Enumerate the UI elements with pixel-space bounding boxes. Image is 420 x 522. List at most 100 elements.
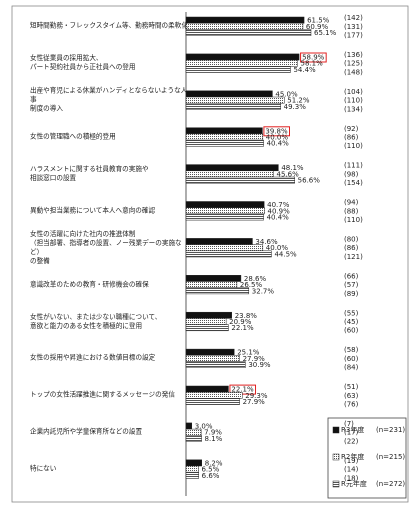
value-label: 27.9% [243,398,266,406]
category-label: 女性の管理職への積極的登用 [30,132,116,141]
bar [185,139,264,147]
value-label: 40.4% [267,140,290,148]
value-label: 3.0% [195,423,213,431]
legend-swatch [332,426,340,434]
legend-n: (n=231) [376,426,405,434]
bar [185,471,199,479]
highlight-box [263,126,291,137]
highlight-box [229,384,257,395]
count-label: (76) [344,401,359,409]
count-label: (22) [344,437,359,445]
bar [185,244,264,252]
value-label: 26.5% [240,281,263,289]
value-label: 25.1% [237,349,260,357]
count-label: (86) [344,244,359,252]
bar [185,324,229,332]
count-label: (7) [344,420,354,428]
count-label: (142) [344,14,363,22]
bar [185,281,238,288]
bar [185,207,265,215]
bar [185,66,291,73]
bar [185,133,264,141]
count-label: (88) [344,207,359,215]
legend-n: (n=272) [376,480,405,488]
bar [185,391,243,399]
value-label: 48.1% [281,164,304,172]
count-label: (154) [344,179,363,187]
value-label: 58.9% [302,54,325,62]
value-label: 29.3% [245,392,268,400]
count-label: (60) [344,327,359,335]
category-label: 短時間勤務・フレックスタイム等、勤務時間の柔軟化 [30,21,188,30]
count-label: (63) [344,392,359,400]
count-label: (131) [344,23,363,31]
count-label: (98) [344,170,359,178]
legend-swatch [332,453,340,461]
count-label: (177) [344,32,363,40]
value-label: 30.9% [248,361,271,369]
category-label: ハラスメントに関する社員教育の実施や 相談窓口の設置 [30,164,149,182]
count-label: (92) [344,125,359,133]
value-label: 58.1% [301,60,324,68]
category-label: 女性従業員の採用拡大、 パート契約社員から正社員への登用 [30,54,136,72]
bar [185,318,227,325]
count-label: (94) [344,199,359,207]
legend-n: (n=215) [376,453,405,461]
bar [185,176,295,184]
bar [185,16,305,24]
value-label: 20.9% [229,318,252,326]
bar [185,90,273,98]
count-label: (51) [344,383,359,391]
bar [185,213,264,221]
value-label: 7.9% [204,429,222,437]
legend-swatch [332,480,340,488]
category-label: 異動や担当業務について本人へ意向の確認 [30,206,156,215]
bar [185,398,240,405]
value-label: 60.9% [306,23,329,31]
bar [185,361,246,368]
value-label: 40.9% [268,207,291,215]
value-label: 23.8% [235,312,258,320]
bar [185,385,229,393]
category-label: トップの女性活躍推進に関するメッセージの発信 [30,390,175,399]
value-label: 40.7% [267,201,290,209]
highlight-box [300,52,327,63]
value-label: 61.5% [307,17,330,25]
bar [185,435,202,442]
value-label: 40.4% [267,214,290,222]
count-label: (136) [344,51,363,59]
count-label: (57) [344,281,359,289]
count-label: (66) [344,272,359,280]
value-label: 51.2% [287,97,310,105]
count-label: (55) [344,309,359,317]
value-label: 32.7% [252,287,275,295]
count-label: (45) [344,318,359,326]
count-label: (19) [344,457,359,465]
bar [185,311,232,319]
bar [185,102,281,110]
bar [185,53,300,61]
category-label: 女性の採用や昇進における数値目標の設定 [30,353,156,362]
count-label: (110) [344,142,363,150]
legend-label: R元年度 [341,479,367,488]
value-label: 6.5% [201,466,219,474]
count-label: (18) [344,474,359,482]
count-label: (86) [344,134,359,142]
bar [185,201,265,208]
count-label: (80) [344,236,359,244]
bar [185,170,274,178]
value-label: 40.0% [266,244,289,252]
category-label: 特にない [30,464,57,473]
frame [11,5,409,503]
value-label: 34.6% [255,238,278,246]
value-label: 45.0% [275,90,298,98]
value-label: 6.6% [202,472,220,480]
bar [185,287,250,295]
legend-label: R2年度 [341,452,364,461]
count-label: (148) [344,68,363,76]
value-label: 8.1% [205,435,223,443]
count-label: (121) [344,253,363,261]
value-label: 56.6% [298,177,321,185]
